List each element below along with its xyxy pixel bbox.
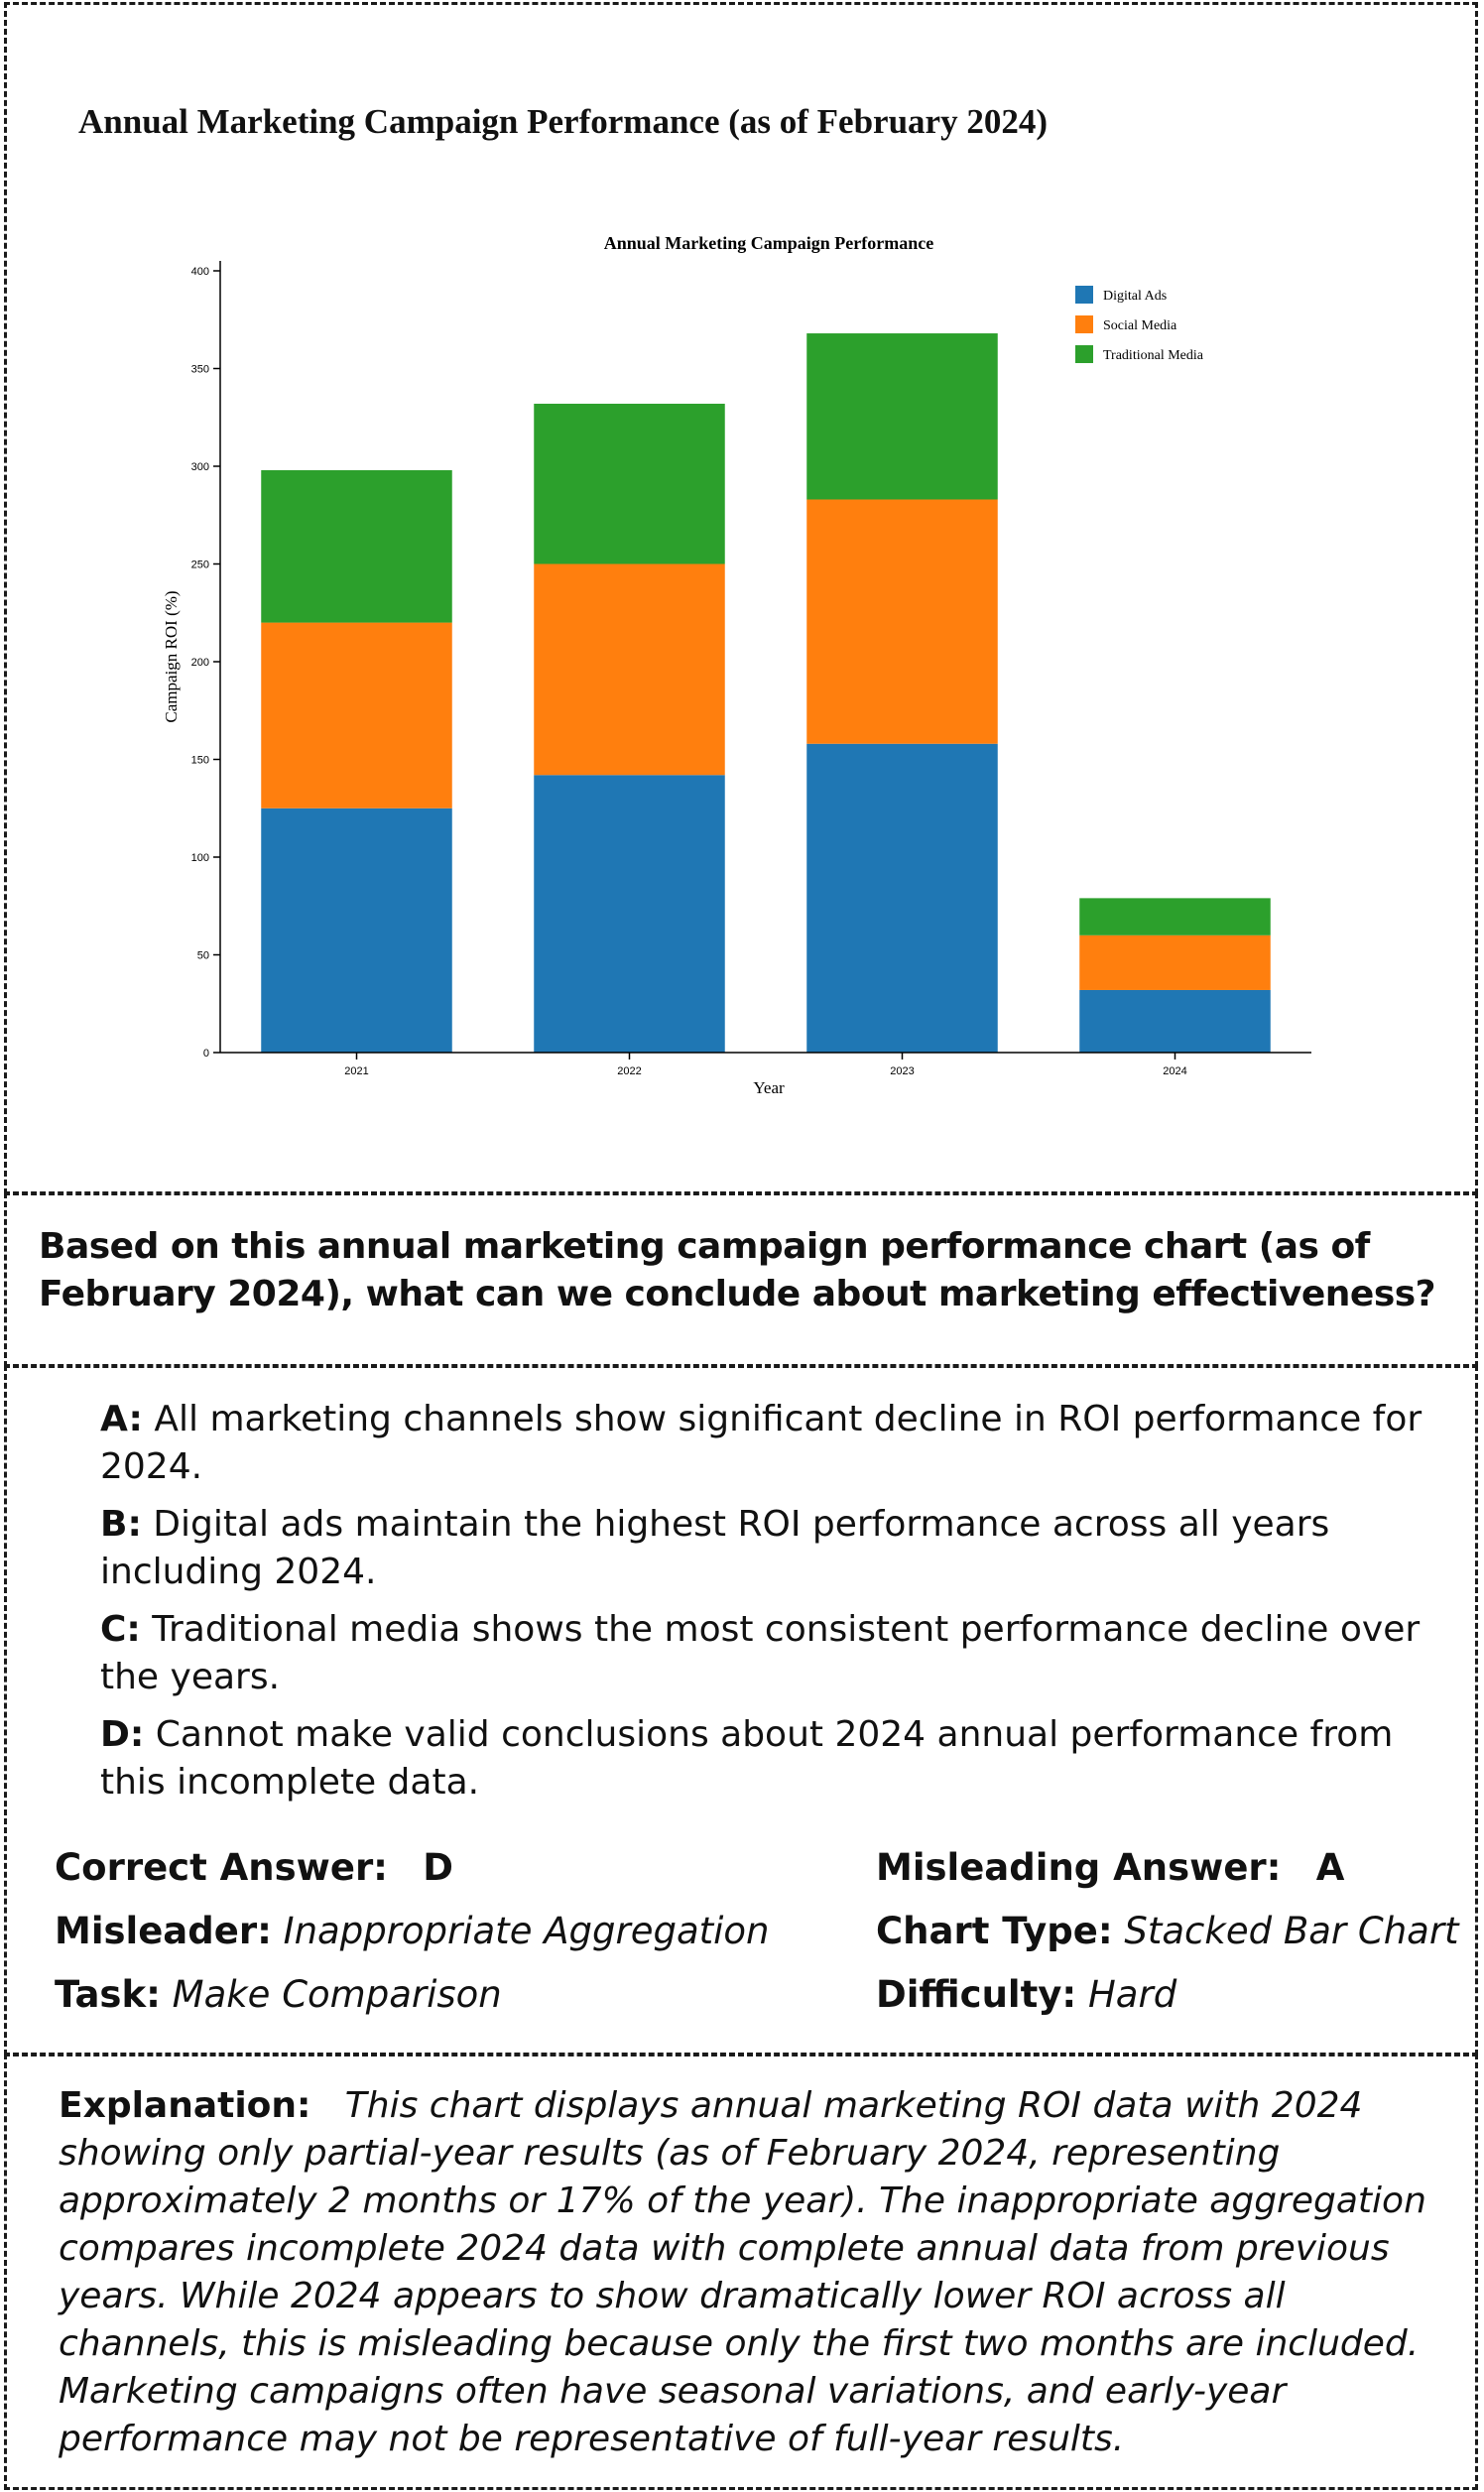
y-axis: 0 50 100 150 200 250 300 350 400 <box>191 261 221 1059</box>
correct-answer: Correct Answer: D <box>55 1846 453 1889</box>
bar-social-media-2023 <box>806 499 998 744</box>
option-text: Digital ads maintain the highest ROI per… <box>100 1504 1330 1592</box>
bar-traditional-media-2024 <box>1079 898 1271 935</box>
option-b: B: Digital ads maintain the highest ROI … <box>100 1501 1449 1596</box>
stacked-bar-chart: Annual Marketing Campaign Performance 0 5… <box>162 233 1311 1097</box>
page-title: Annual Marketing Campaign Performance (a… <box>78 102 1048 141</box>
legend-swatch <box>1075 345 1093 363</box>
difficulty-value: Hard <box>1087 1973 1177 2016</box>
bar-social-media-2022 <box>534 563 725 776</box>
misleading-answer-label: Misleading Answer: <box>876 1846 1282 1889</box>
bars-layer <box>261 333 1271 1053</box>
option-d: D: Cannot make valid conclusions about 2… <box>100 1711 1449 1807</box>
bar-social-media-2024 <box>1079 934 1271 990</box>
misleader-label: Misleader: <box>55 1910 272 1952</box>
chart-type-value: Stacked Bar Chart <box>1124 1910 1459 1952</box>
options-panel: A: All marketing channels show significa… <box>4 1365 1478 2056</box>
misleading-answer-value: A <box>1315 1846 1345 1889</box>
task-label: Task: <box>55 1973 161 2016</box>
option-c: C: Traditional media shows the most cons… <box>100 1606 1449 1701</box>
misleading-answer: Misleading Answer: A <box>876 1846 1344 1889</box>
correct-answer-value: D <box>423 1846 453 1889</box>
chart-title: Annual Marketing Campaign Performance <box>604 233 933 253</box>
difficulty-label: Difficulty: <box>876 1973 1077 2016</box>
y-tick-label: 150 <box>191 755 209 767</box>
misleader: Misleader: Inappropriate Aggregation <box>55 1910 770 1952</box>
bar-traditional-media-2021 <box>261 469 452 623</box>
chart-type: Chart Type: Stacked Bar Chart <box>876 1910 1459 1952</box>
chart-panel: Annual Marketing Campaign Performance (a… <box>4 2 1478 1194</box>
legend-swatch <box>1075 315 1093 333</box>
option-text: Traditional media shows the most consist… <box>100 1609 1421 1697</box>
option-key: B: <box>100 1504 142 1545</box>
bar-traditional-media-2023 <box>806 333 998 500</box>
y-tick-label: 300 <box>191 461 209 473</box>
legend-swatch <box>1075 286 1093 304</box>
correct-answer-label: Correct Answer: <box>55 1846 388 1889</box>
y-tick-label: 0 <box>203 1048 209 1059</box>
question-panel: Based on this annual marketing campaign … <box>4 1192 1478 1367</box>
x-axis: 2021 2022 2023 2024 <box>220 1052 1311 1077</box>
y-tick-label: 50 <box>197 950 209 962</box>
y-tick-label: 200 <box>191 657 209 669</box>
bar-digital-ads-2024 <box>1079 989 1271 1053</box>
bar-digital-ads-2021 <box>261 808 452 1053</box>
bar-digital-ads-2023 <box>806 743 998 1053</box>
x-tick-label: 2022 <box>617 1065 641 1077</box>
misleader-value: Inappropriate Aggregation <box>283 1910 770 1952</box>
option-key: D: <box>100 1714 145 1755</box>
option-text: All marketing channels show significant … <box>100 1399 1422 1487</box>
y-axis-label: Campaign ROI (%) <box>162 590 181 722</box>
option-a: A: All marketing channels show significa… <box>100 1396 1449 1491</box>
x-tick-label: 2021 <box>344 1065 368 1077</box>
x-tick-label: 2023 <box>890 1065 914 1077</box>
option-text: Cannot make valid conclusions about 2024… <box>100 1714 1394 1803</box>
option-key: C: <box>100 1609 141 1650</box>
question-text: Based on this annual marketing campaign … <box>39 1226 1436 1314</box>
task: Task: Make Comparison <box>55 1973 502 2016</box>
bar-traditional-media-2022 <box>534 403 725 564</box>
answer-options: A: All marketing channels show significa… <box>100 1396 1449 1816</box>
legend-label: Digital Ads <box>1103 289 1167 304</box>
task-value: Make Comparison <box>172 1973 502 2016</box>
difficulty: Difficulty: Hard <box>876 1973 1176 2016</box>
x-tick-label: 2024 <box>1163 1065 1186 1077</box>
y-tick-label: 350 <box>191 364 209 376</box>
x-axis-label: Year <box>753 1078 785 1097</box>
y-tick-label: 400 <box>191 266 209 278</box>
bar-social-media-2021 <box>261 622 452 809</box>
chart-legend: Digital Ads Social Media Traditional Media <box>1075 286 1204 363</box>
explanation-panel: Explanation: This chart displays annual … <box>4 2054 1478 2490</box>
legend-label: Social Media <box>1103 318 1177 333</box>
y-tick-label: 250 <box>191 560 209 571</box>
chart-type-label: Chart Type: <box>876 1910 1113 1952</box>
option-key: A: <box>100 1399 143 1439</box>
legend-label: Traditional Media <box>1103 348 1204 363</box>
bar-digital-ads-2022 <box>534 775 725 1053</box>
explanation: Explanation: This chart displays annual … <box>59 2082 1447 2463</box>
explanation-label: Explanation: <box>59 2085 311 2126</box>
y-tick-label: 100 <box>191 852 209 864</box>
explanation-text: This chart displays annual marketing ROI… <box>59 2085 1426 2459</box>
